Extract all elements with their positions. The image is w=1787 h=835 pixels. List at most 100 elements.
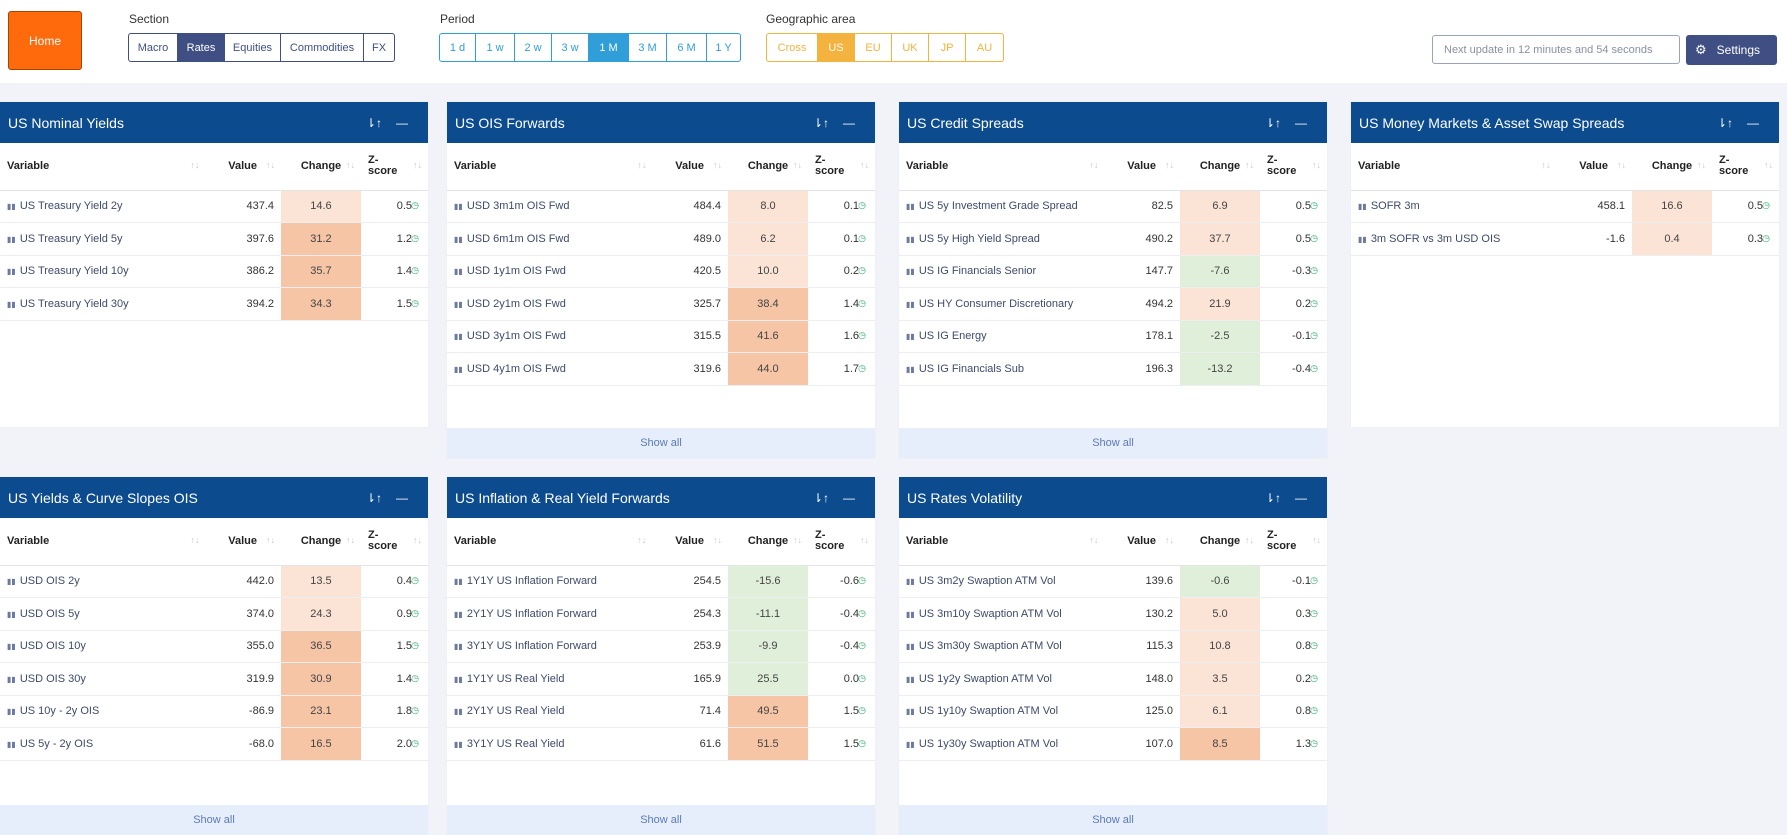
- section-button-macro[interactable]: Macro: [128, 33, 178, 62]
- show-all-button[interactable]: Show all: [899, 805, 1327, 835]
- section-button-commodities[interactable]: Commodities: [281, 33, 364, 62]
- home-button[interactable]: Home: [8, 11, 82, 70]
- show-all-button[interactable]: Show all: [447, 428, 875, 458]
- variable-cell[interactable]: ▮▮ USD 3y1m OIS Fwd: [447, 320, 653, 353]
- bar-chart-icon[interactable]: ▮▮: [906, 674, 915, 684]
- sort-arrows-icon[interactable]: ↑↓: [1696, 160, 1706, 171]
- table-row[interactable]: ▮▮ US IG Energy 178.1 -2.5 -0.1 ◷: [899, 320, 1327, 353]
- minimize-icon[interactable]: —: [1747, 115, 1759, 130]
- variable-cell[interactable]: ▮▮ SOFR 3m: [1351, 190, 1557, 223]
- variable-cell[interactable]: ▮▮ US IG Financials Senior: [899, 255, 1105, 288]
- bar-chart-icon[interactable]: ▮▮: [454, 234, 463, 244]
- bar-chart-icon[interactable]: ▮▮: [454, 577, 463, 587]
- bar-chart-icon[interactable]: ▮▮: [7, 234, 16, 244]
- variable-cell[interactable]: ▮▮ 3m SOFR vs 3m USD OIS: [1351, 222, 1557, 256]
- sort-arrows-icon[interactable]: ↑↓: [860, 160, 869, 171]
- bar-chart-icon[interactable]: ▮▮: [454, 609, 463, 619]
- table-row[interactable]: ▮▮ 1Y1Y US Real Yield 165.9 25.5 0.0 ◷: [447, 662, 875, 696]
- variable-cell[interactable]: ▮▮ USD 2y1m OIS Fwd: [447, 287, 653, 321]
- table-row[interactable]: ▮▮ US 1y30y Swaption ATM Vol 107.0 8.5 1.3 ◷: [899, 727, 1327, 761]
- bar-chart-icon[interactable]: ▮▮: [906, 707, 915, 717]
- bar-chart-icon[interactable]: ▮▮: [454, 202, 463, 212]
- section-button-equities[interactable]: Equities: [225, 33, 281, 62]
- sort-arrows-icon[interactable]: ↑↓: [1165, 160, 1174, 171]
- table-row[interactable]: ▮▮ USD OIS 10y 355.0 36.5 1.5 ◷: [0, 630, 428, 663]
- table-row[interactable]: ▮▮ US 3m30y Swaption ATM Vol 115.3 10.8 0.8 ◷: [899, 630, 1327, 663]
- period-button-1-y[interactable]: 1 Y: [707, 33, 741, 62]
- table-row[interactable]: ▮▮ US 5y - 2y OIS -68.0 16.5 2.0 ◷: [0, 727, 428, 761]
- table-row[interactable]: ▮▮ US 10y - 2y OIS -86.9 23.1 1.8 ◷: [0, 695, 428, 728]
- sort-arrows-icon[interactable]: ↑↓: [1165, 535, 1174, 546]
- column-header-zscore[interactable]: Z-score ↑↓: [360, 143, 428, 191]
- bar-chart-icon[interactable]: ▮▮: [906, 267, 915, 277]
- sort-arrows-icon[interactable]: ↑↓: [1541, 160, 1551, 171]
- sort-arrows-icon[interactable]: ↑↓: [413, 160, 422, 171]
- section-button-rates[interactable]: Rates: [178, 33, 225, 62]
- column-header-value[interactable]: Value ↑↓: [1104, 518, 1180, 566]
- column-header-variable[interactable]: Variable ↑↓: [0, 518, 206, 566]
- sort-arrows-icon[interactable]: ↑↓: [266, 535, 275, 546]
- sort-arrows-icon[interactable]: ↑↓: [1617, 160, 1626, 171]
- variable-cell[interactable]: ▮▮ USD OIS 30y: [0, 662, 206, 696]
- geo-button-eu[interactable]: EU: [855, 33, 892, 62]
- bar-chart-icon[interactable]: ▮▮: [454, 707, 463, 717]
- section-button-fx[interactable]: FX: [364, 33, 395, 62]
- column-header-value[interactable]: Value ↑↓: [205, 143, 281, 191]
- sort-panel-icon[interactable]: ⇂↑: [812, 490, 829, 505]
- column-header-value[interactable]: Value ↑↓: [1556, 143, 1632, 191]
- table-row[interactable]: ▮▮ US 5y High Yield Spread 490.2 37.7 0.5 ◷: [899, 222, 1327, 256]
- geo-button-uk[interactable]: UK: [892, 33, 929, 62]
- bar-chart-icon[interactable]: ▮▮: [7, 739, 16, 749]
- column-header-value[interactable]: Value ↑↓: [205, 518, 281, 566]
- minimize-icon[interactable]: —: [396, 115, 408, 130]
- bar-chart-icon[interactable]: ▮▮: [454, 642, 463, 652]
- bar-chart-icon[interactable]: ▮▮: [7, 202, 16, 212]
- table-row[interactable]: ▮▮ US IG Financials Senior 147.7 -7.6 -0.3 ◷: [899, 255, 1327, 288]
- column-header-change[interactable]: Change ↑↓: [1180, 143, 1260, 191]
- show-all-button[interactable]: Show all: [899, 428, 1327, 458]
- column-header-variable[interactable]: Variable ↑↓: [447, 518, 653, 566]
- table-row[interactable]: ▮▮ 2Y1Y US Inflation Forward 254.3 -11.1 -0.…: [447, 597, 875, 631]
- bar-chart-icon[interactable]: ▮▮: [7, 299, 16, 309]
- variable-cell[interactable]: ▮▮ US 3m30y Swaption ATM Vol: [899, 630, 1105, 663]
- table-row[interactable]: ▮▮ SOFR 3m 458.1 16.6 0.5 ◷: [1351, 190, 1779, 223]
- bar-chart-icon[interactable]: ▮▮: [1358, 202, 1367, 212]
- variable-cell[interactable]: ▮▮ US 1y10y Swaption ATM Vol: [899, 695, 1105, 728]
- variable-cell[interactable]: ▮▮ US IG Energy: [899, 320, 1105, 353]
- variable-cell[interactable]: ▮▮ 3Y1Y US Inflation Forward: [447, 630, 653, 663]
- column-header-zscore[interactable]: Z-score ↑↓: [1711, 143, 1779, 191]
- sort-arrows-icon[interactable]: ↑↓: [792, 535, 802, 546]
- table-row[interactable]: ▮▮ US Treasury Yield 30y 394.2 34.3 1.5 ◷: [0, 287, 428, 321]
- minimize-icon[interactable]: —: [1295, 490, 1307, 505]
- period-button-1-w[interactable]: 1 w: [476, 33, 515, 62]
- table-row[interactable]: ▮▮ US Treasury Yield 5y 397.6 31.2 1.2 ◷: [0, 222, 428, 256]
- variable-cell[interactable]: ▮▮ US Treasury Yield 10y: [0, 255, 206, 288]
- column-header-change[interactable]: Change ↑↓: [1632, 143, 1712, 191]
- bar-chart-icon[interactable]: ▮▮: [454, 364, 463, 374]
- variable-cell[interactable]: ▮▮ USD 1y1m OIS Fwd: [447, 255, 653, 288]
- minimize-icon[interactable]: —: [843, 490, 855, 505]
- table-row[interactable]: ▮▮ 3m SOFR vs 3m USD OIS -1.6 0.4 0.3 ◷: [1351, 222, 1779, 256]
- period-button-2-w[interactable]: 2 w: [515, 33, 552, 62]
- sort-panel-icon[interactable]: ⇂↑: [812, 115, 829, 130]
- bar-chart-icon[interactable]: ▮▮: [906, 299, 915, 309]
- variable-cell[interactable]: ▮▮ US Treasury Yield 30y: [0, 287, 206, 321]
- variable-cell[interactable]: ▮▮ US 3m10y Swaption ATM Vol: [899, 597, 1105, 631]
- variable-cell[interactable]: ▮▮ US 5y - 2y OIS: [0, 727, 206, 761]
- variable-cell[interactable]: ▮▮ US HY Consumer Discretionary: [899, 287, 1105, 321]
- sort-arrows-icon[interactable]: ↑↓: [345, 160, 355, 171]
- sort-arrows-icon[interactable]: ↑↓: [1764, 160, 1773, 171]
- variable-cell[interactable]: ▮▮ USD OIS 5y: [0, 597, 206, 631]
- variable-cell[interactable]: ▮▮ US 1y30y Swaption ATM Vol: [899, 727, 1105, 761]
- table-row[interactable]: ▮▮ US HY Consumer Discretionary 494.2 21.9 0…: [899, 287, 1327, 321]
- show-all-button[interactable]: Show all: [447, 805, 875, 835]
- bar-chart-icon[interactable]: ▮▮: [906, 642, 915, 652]
- table-row[interactable]: ▮▮ 1Y1Y US Inflation Forward 254.5 -15.6 -0.…: [447, 565, 875, 598]
- variable-cell[interactable]: ▮▮ USD 4y1m OIS Fwd: [447, 352, 653, 386]
- table-row[interactable]: ▮▮ USD 4y1m OIS Fwd 319.6 44.0 1.7 ◷: [447, 352, 875, 386]
- sort-arrows-icon[interactable]: ↑↓: [1089, 535, 1099, 546]
- column-header-change[interactable]: Change ↑↓: [281, 143, 361, 191]
- column-header-zscore[interactable]: Z-score ↑↓: [807, 518, 875, 566]
- geo-button-jp[interactable]: JP: [929, 33, 966, 62]
- sort-arrows-icon[interactable]: ↑↓: [637, 535, 647, 546]
